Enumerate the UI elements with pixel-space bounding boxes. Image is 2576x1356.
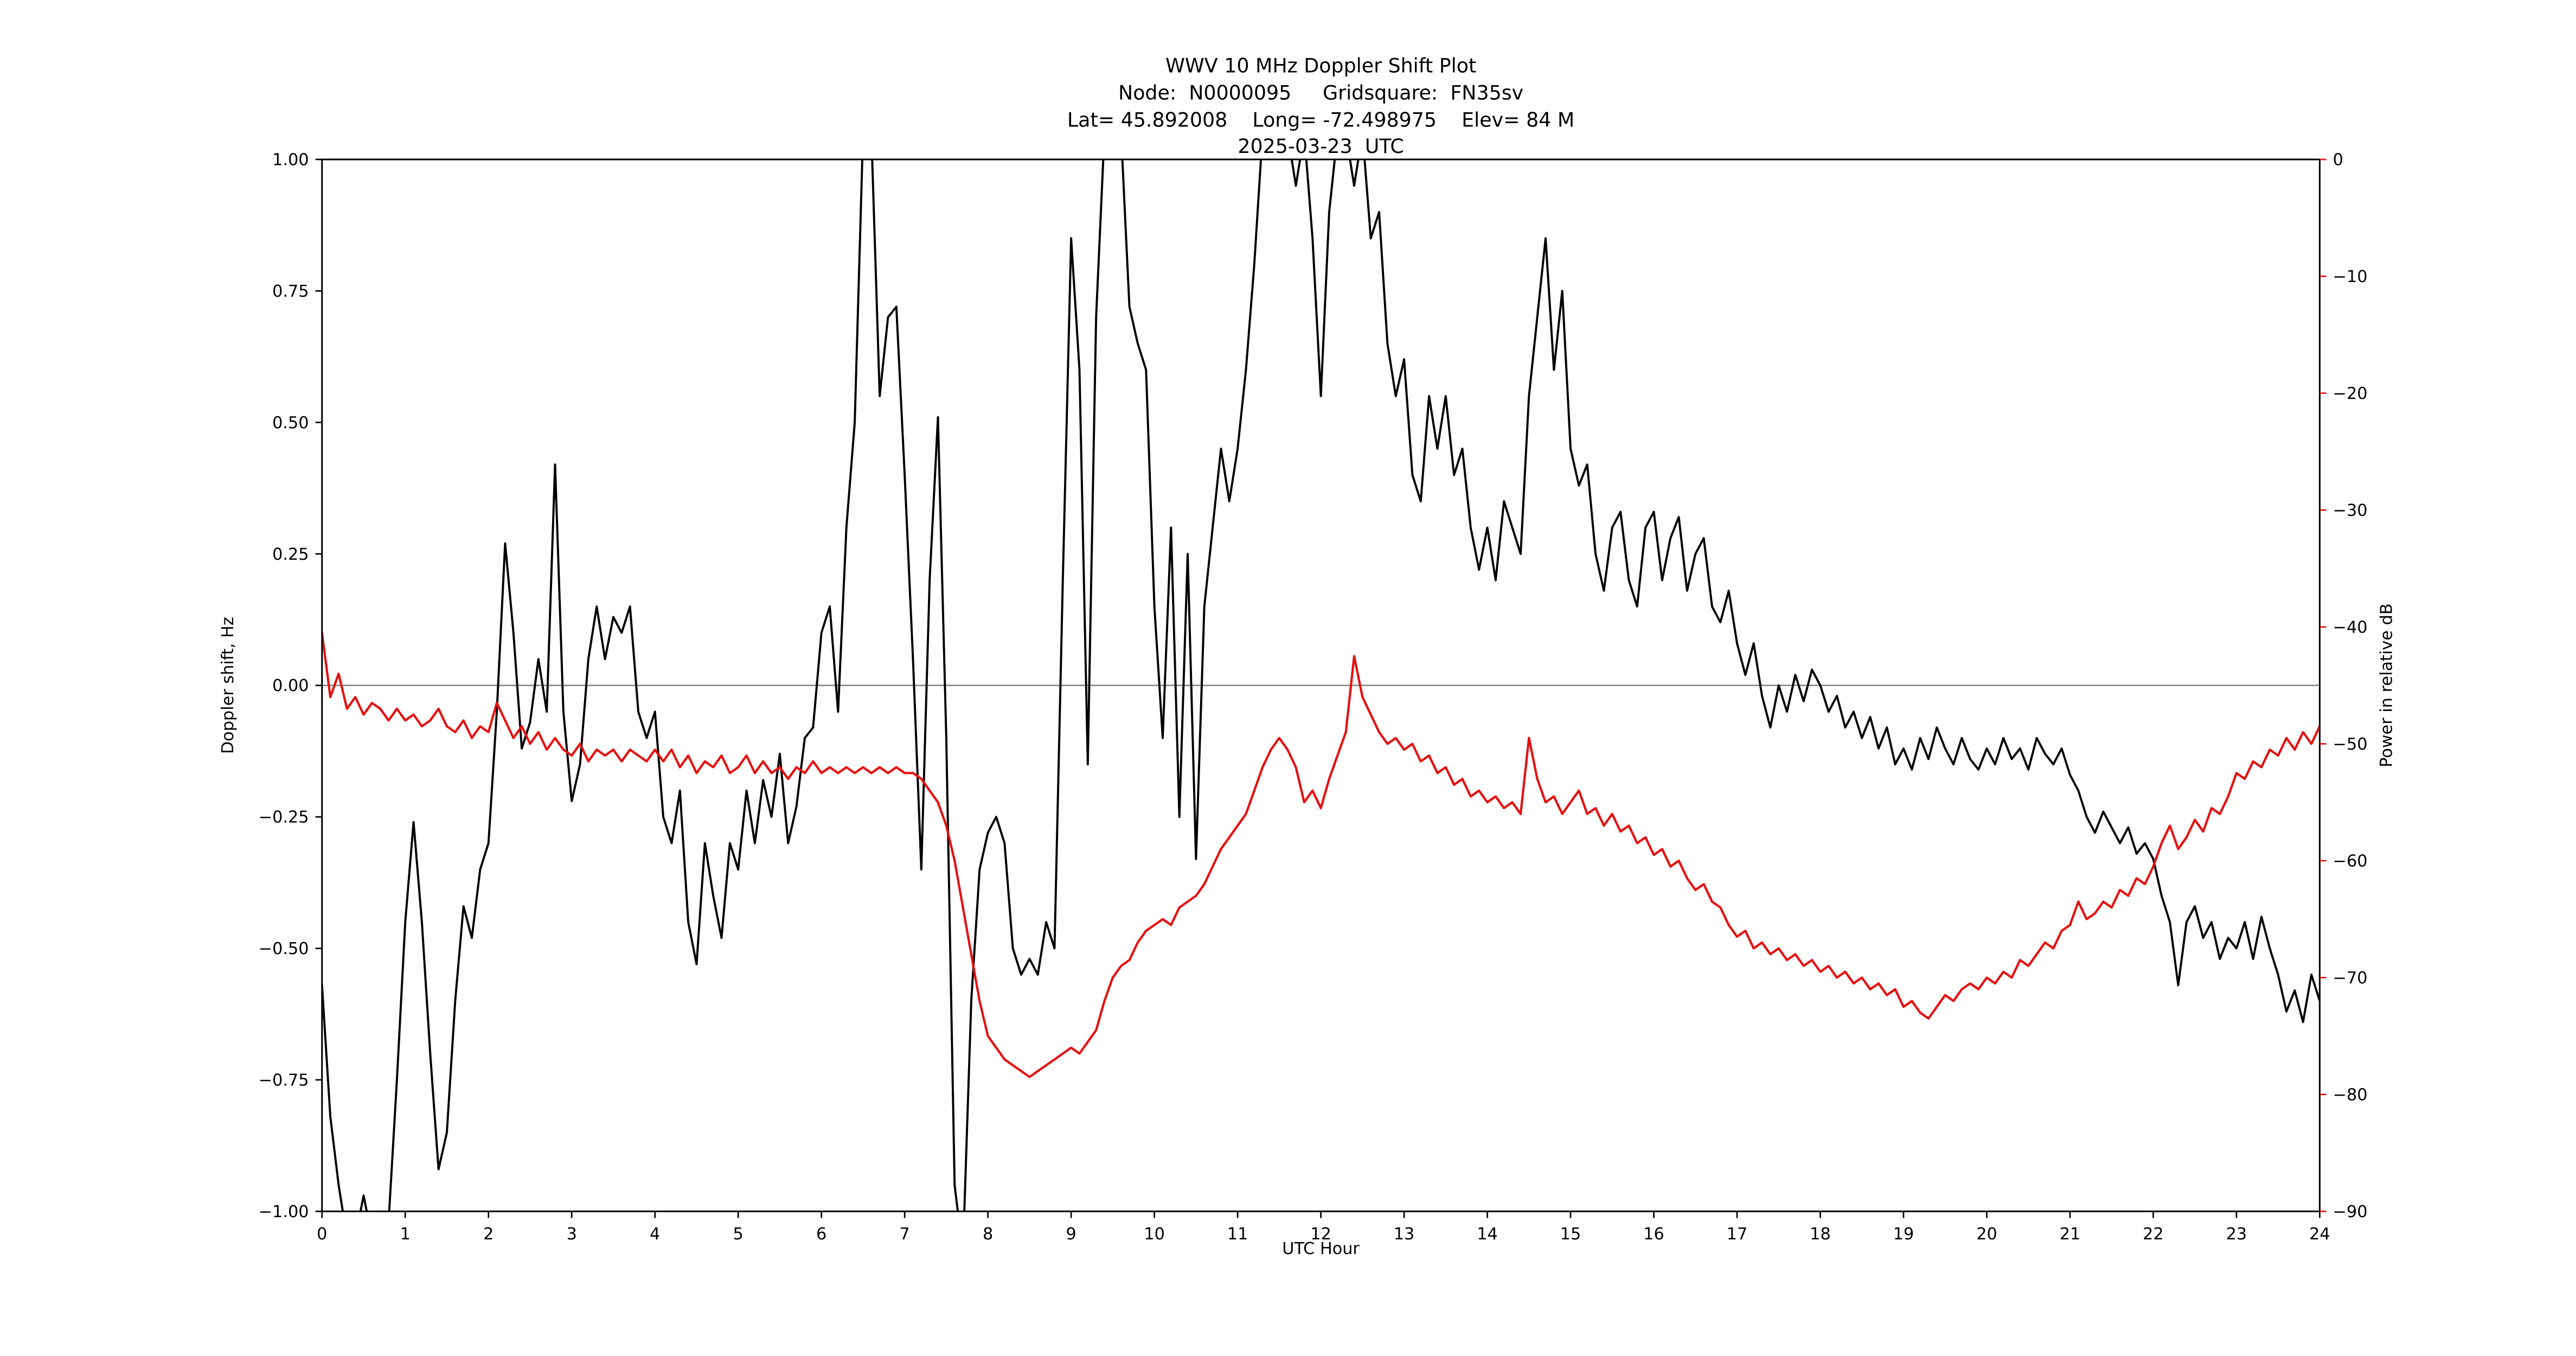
doppler-series-line (322, 159, 2320, 1212)
chart-title: WWV 10 MHz Doppler Shift Plot (1165, 54, 1476, 77)
chart-subtitle-date: 2025-03-23 UTC (1238, 135, 1404, 158)
y-tick-label-left: 0.50 (272, 413, 309, 432)
y-tick-label-right: 0 (2333, 151, 2343, 170)
y-tick-label-right: −40 (2333, 618, 2368, 637)
y-tick-label-left: 1.00 (272, 151, 309, 170)
x-tick-label: 5 (733, 1225, 744, 1244)
x-tick-label: 1 (400, 1225, 411, 1244)
chart-subtitle-node: Node: N0000095 Gridsquare: FN35sv (1118, 81, 1523, 104)
x-tick-label: 24 (2309, 1225, 2330, 1244)
y-tick-label-right: −30 (2333, 501, 2368, 520)
axes-layer: 0 1 2 3 4 5 6 7 8 9 10 11 12 13 14 15 16 17 18 19 20 21 22 23 24… (259, 151, 2368, 1244)
x-axis-label: UTC Hour (1282, 1239, 1360, 1258)
x-tick-label: 22 (2143, 1225, 2164, 1244)
y-tick-label-right: −50 (2333, 735, 2368, 754)
x-tick-label: 23 (2226, 1225, 2247, 1244)
y-tick-label-right: −60 (2333, 852, 2368, 871)
series-layer (322, 159, 2320, 1212)
x-tick-label: 4 (650, 1225, 660, 1244)
y-tick-label-left: −0.25 (259, 808, 309, 827)
y-tick-label-right: −90 (2333, 1203, 2368, 1221)
y-axis-label-right: Power in relative dB (2378, 603, 2396, 767)
x-tick-label: 16 (1643, 1225, 1664, 1244)
x-tick-label: 20 (1976, 1225, 1997, 1244)
x-tick-label: 12 (1310, 1225, 1331, 1244)
chart-subtitle-coords: Lat= 45.892008 Long= -72.498975 Elev= 84… (1067, 108, 1574, 131)
y-tick-label-right: −20 (2333, 385, 2368, 404)
x-tick-label: 3 (567, 1225, 577, 1244)
x-tick-label: 0 (317, 1225, 327, 1244)
x-tick-label: 7 (900, 1225, 910, 1244)
y-axis-label-left: Doppler shift, Hz (219, 617, 238, 754)
y-tick-label-left: −1.00 (259, 1203, 309, 1221)
x-tick-label: 13 (1394, 1225, 1415, 1244)
y-tick-label-left: −0.50 (259, 939, 309, 958)
x-tick-label: 2 (483, 1225, 494, 1244)
x-tick-label: 15 (1560, 1225, 1581, 1244)
x-tick-label: 11 (1227, 1225, 1248, 1244)
x-tick-label: 19 (1893, 1225, 1914, 1244)
x-tick-label: 18 (1810, 1225, 1831, 1244)
x-tick-label: 21 (2060, 1225, 2081, 1244)
x-tick-label: 9 (1066, 1225, 1076, 1244)
y-tick-label-right: −10 (2333, 267, 2368, 286)
x-tick-label: 8 (983, 1225, 993, 1244)
y-tick-label-left: 0.00 (272, 676, 309, 695)
y-tick-label-left: 0.75 (272, 282, 309, 301)
y-tick-label-left: 0.25 (272, 545, 309, 564)
x-tick-label: 6 (816, 1225, 826, 1244)
power-series-line (322, 631, 2320, 1078)
x-tick-label: 10 (1144, 1225, 1165, 1244)
y-tick-label-left: −0.75 (259, 1071, 309, 1090)
y-tick-label-right: −80 (2333, 1085, 2368, 1104)
x-tick-label: 14 (1477, 1225, 1498, 1244)
y-tick-label-right: −70 (2333, 969, 2368, 988)
x-tick-label: 17 (1727, 1225, 1748, 1244)
